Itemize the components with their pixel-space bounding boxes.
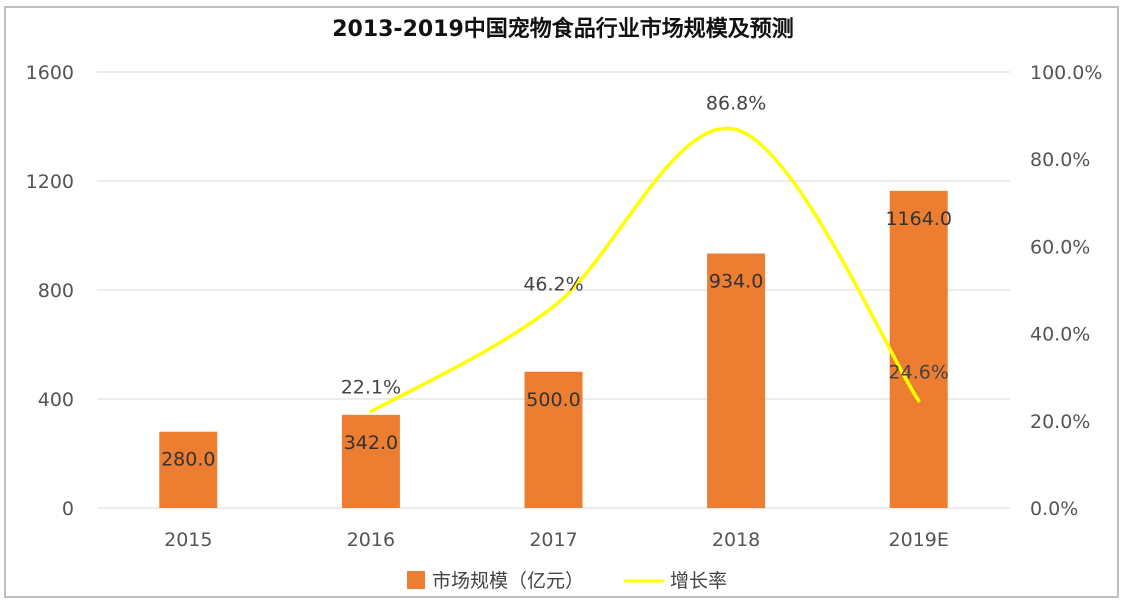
- line-data-label: 24.6%: [889, 362, 949, 384]
- line-data-label: 86.8%: [706, 93, 766, 115]
- bar: [707, 253, 766, 508]
- bar-data-label: 280.0: [161, 449, 215, 471]
- bar: [159, 431, 218, 508]
- left-tick-label: 1600: [26, 62, 74, 84]
- line-data-label: 22.1%: [341, 377, 401, 399]
- right-tick-label: 60.0%: [1030, 236, 1090, 258]
- right-axis-ticks: 0.0% 20.0% 40.0% 60.0% 80.0% 100.0%: [1030, 62, 1102, 520]
- right-tick-label: 80.0%: [1030, 149, 1090, 171]
- x-tick-label: 2017: [529, 529, 577, 551]
- bar: [341, 414, 400, 508]
- left-axis-ticks: 0 400 800 1200 1600: [26, 62, 74, 520]
- bar-data-label: 934.0: [709, 270, 763, 292]
- bar: [524, 371, 583, 508]
- x-tick-label: 2015: [164, 529, 212, 551]
- x-tick-label: 2019E: [889, 529, 949, 551]
- bar-data-label: 1164.0: [885, 208, 951, 230]
- chart-title: 2013-2019中国宠物食品行业市场规模及预测: [332, 16, 794, 42]
- right-tick-label: 20.0%: [1030, 411, 1090, 433]
- line-series: 22.1% 46.2% 86.8% 24.6%: [341, 93, 949, 414]
- right-tick-label: 0.0%: [1030, 498, 1078, 520]
- bar-data-label: 342.0: [344, 432, 398, 454]
- right-tick-label: 40.0%: [1030, 324, 1090, 346]
- legend-swatch-bar: [407, 571, 425, 589]
- bar-data-label: 500.0: [526, 389, 580, 411]
- left-tick-label: 1200: [26, 171, 74, 193]
- left-tick-label: 0: [62, 498, 74, 520]
- left-tick-label: 400: [38, 389, 74, 411]
- x-tick-label: 2016: [347, 529, 395, 551]
- right-tick-label: 100.0%: [1030, 62, 1102, 84]
- line-data-label: 46.2%: [523, 274, 583, 296]
- growth-line: [369, 126, 921, 414]
- left-tick-label: 800: [38, 280, 74, 302]
- legend: 市场规模（亿元） 增长率: [407, 570, 727, 592]
- bar: [889, 190, 948, 508]
- legend-label-line: 增长率: [670, 570, 727, 592]
- x-axis-ticks: 2015 2016 2017 2018 2019E: [164, 529, 949, 551]
- legend-label-bar: 市场规模（亿元）: [432, 570, 584, 592]
- bar-series: 280.0 342.0 500.0 934.0 1164.0: [159, 190, 952, 508]
- x-tick-label: 2018: [712, 529, 760, 551]
